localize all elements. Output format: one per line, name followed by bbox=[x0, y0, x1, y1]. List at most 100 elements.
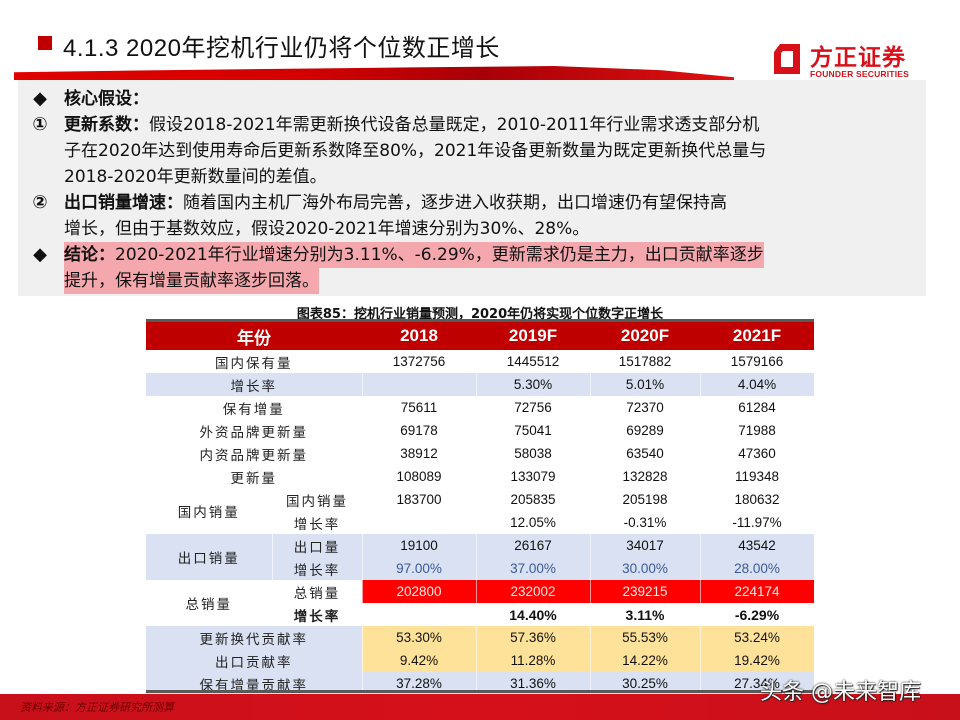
slide-title: 4.1.3 2020年挖机行业仍将个位数正增长 bbox=[63, 35, 500, 62]
row-label: 内资品牌更新量 bbox=[146, 442, 363, 465]
conclusion-line-1: 结论：2020-2021年行业增速分别为3.11%、-6.29%，更新需求仍是主… bbox=[64, 242, 764, 268]
cell: 75041 bbox=[476, 419, 591, 442]
group-label-total-sales: 总销量 bbox=[146, 580, 273, 626]
table-row: 总销量 总销量 202800 232002 239215 224174 bbox=[146, 580, 815, 626]
logo-english-name: FOUNDER SECURITIES bbox=[810, 69, 909, 79]
cell: 69178 bbox=[362, 419, 477, 442]
table-row: 增长率 12.05% -0.31% -11.97% bbox=[146, 511, 815, 534]
cell: 1372756 bbox=[362, 350, 477, 373]
row-label: 增长率 bbox=[272, 557, 363, 580]
row-label: 保有增量 bbox=[146, 396, 363, 419]
table-row: 出口销量 出口量 19100 26167 34017 43542 bbox=[146, 534, 815, 580]
table-row: 内资品牌更新量 38912 58038 63540 47360 bbox=[146, 442, 815, 465]
row-label: 增长率 bbox=[146, 373, 363, 396]
row-label: 出口贡献率 bbox=[146, 649, 363, 672]
table-row: 增长率 5.30% 5.01% 4.04% bbox=[146, 373, 815, 396]
cell: 19100 bbox=[362, 534, 477, 557]
cell: 47360 bbox=[700, 442, 815, 465]
cell: 224174 bbox=[700, 580, 815, 603]
table-caption: 图表85：挖机行业销量预测，2020年仍将实现个位数字正增长 bbox=[296, 307, 664, 322]
table-row: 出口贡献率 9.42% 11.28% 14.22% 19.42% bbox=[146, 649, 815, 672]
cell: 57.36% bbox=[476, 626, 591, 649]
cell: 180632 bbox=[700, 488, 815, 511]
header-year: 年份 bbox=[146, 322, 362, 350]
circled-two-icon: ② bbox=[32, 192, 48, 213]
cell: 72756 bbox=[476, 396, 591, 419]
cell: 53.30% bbox=[362, 626, 477, 649]
assumption-1-line-3: 2018-2020年更新数量间的差值。 bbox=[64, 167, 327, 187]
cell: 205835 bbox=[476, 488, 591, 511]
founder-logo-mark-icon bbox=[774, 44, 800, 74]
table-row: 增长率 97.00% 37.00% 30.00% 28.00% bbox=[146, 557, 815, 580]
table-row: 增长率 14.40% 3.11% -6.29% bbox=[146, 603, 815, 626]
assumption-1-label: 更新系数： bbox=[64, 115, 149, 135]
cell: 12.05% bbox=[476, 511, 591, 534]
cell: 1579166 bbox=[700, 350, 815, 373]
cell: 58038 bbox=[476, 442, 591, 465]
diamond-bullet-icon: ◆ bbox=[33, 244, 47, 265]
cell bbox=[362, 511, 477, 534]
cell: 9.42% bbox=[362, 649, 477, 672]
cell: 3.11% bbox=[590, 603, 701, 626]
table-row: 国内销量 国内销量 183700 205835 205198 180632 bbox=[146, 488, 815, 534]
cell: 205198 bbox=[590, 488, 701, 511]
cell: 72370 bbox=[590, 396, 701, 419]
cell: 71988 bbox=[700, 419, 815, 442]
row-label: 增长率 bbox=[272, 603, 363, 626]
group-label-domestic-sales: 国内销量 bbox=[146, 488, 273, 534]
cell: 232002 bbox=[476, 580, 591, 603]
cell: 27.34% bbox=[700, 672, 815, 695]
cell: 11.28% bbox=[476, 649, 591, 672]
cell: 31.36% bbox=[476, 672, 591, 695]
conclusion-line-2: 提升，保有增量贡献率逐步回落。 bbox=[64, 268, 319, 294]
slide-header: 4.1.3 2020年挖机行业仍将个位数正增长 方正证券 FOUNDER SEC… bbox=[0, 0, 960, 90]
assumption-2-line-1: 出口销量增速：随着国内主机厂海外布局完善，逐步进入收获期，出口增速仍有望保持高 bbox=[64, 190, 727, 216]
cell: 119348 bbox=[700, 465, 815, 488]
circled-one-icon: ① bbox=[32, 114, 48, 135]
cell: 132828 bbox=[590, 465, 701, 488]
row-label: 外资品牌更新量 bbox=[146, 419, 363, 442]
cell: -6.29% bbox=[700, 603, 815, 626]
cell: 30.00% bbox=[590, 557, 701, 580]
header-2020f: 2020F bbox=[590, 322, 700, 350]
logo-chinese-name: 方正证券 bbox=[810, 45, 906, 71]
cell: 26167 bbox=[476, 534, 591, 557]
slide-footer-bar: 资料来源：方正证券研究所测算 bbox=[0, 694, 960, 720]
row-label: 更新换代贡献率 bbox=[146, 626, 363, 649]
assumption-2-label: 出口销量增速： bbox=[64, 193, 183, 213]
conclusion-text: 2020-2021年行业增速分别为3.11%、-6.29%，更新需求仍是主力，出… bbox=[115, 245, 764, 265]
row-label: 国内保有量 bbox=[146, 350, 363, 373]
core-assumptions-panel: ◆ 核心假设： ① 更新系数：假设2018-2021年需更新换代设备总量既定，2… bbox=[18, 80, 926, 296]
cell: 108089 bbox=[362, 465, 477, 488]
cell: 5.30% bbox=[476, 373, 591, 396]
assumption-1-line-2: 子在2020年达到使用寿命后更新系数降至80%，2021年设备更新数量为既定更新… bbox=[64, 141, 767, 161]
cell: 63540 bbox=[590, 442, 701, 465]
header-2021f: 2021F bbox=[700, 322, 814, 350]
table-row: 外资品牌更新量 69178 75041 69289 71988 bbox=[146, 419, 815, 442]
watermark: 头条 @未来智库 bbox=[760, 680, 921, 705]
cell: 1445512 bbox=[476, 350, 591, 373]
cell: 53.24% bbox=[700, 626, 815, 649]
cell: 1517882 bbox=[590, 350, 701, 373]
cell: 239215 bbox=[590, 580, 701, 603]
row-label: 总销量 bbox=[272, 580, 363, 603]
data-source-note: 资料来源：方正证券研究所测算 bbox=[20, 701, 174, 714]
cell: 69289 bbox=[590, 419, 701, 442]
header-2019f: 2019F bbox=[476, 322, 590, 350]
cell: 14.22% bbox=[590, 649, 701, 672]
table-row: 更新换代贡献率 53.30% 57.36% 55.53% 53.24% bbox=[146, 626, 815, 649]
table-header-row: 年份 2018 2019F 2020F 2021F bbox=[146, 322, 814, 350]
cell: 19.42% bbox=[700, 649, 815, 672]
cell: 30.25% bbox=[590, 672, 701, 695]
cell: 37.00% bbox=[476, 557, 591, 580]
founder-securities-logo: 方正证券 FOUNDER SECURITIES bbox=[772, 38, 932, 84]
cell: -0.31% bbox=[590, 511, 701, 534]
assumption-1-line-1: 更新系数：假设2018-2021年需更新换代设备总量既定，2010-2011年行… bbox=[64, 112, 759, 138]
cell: 183700 bbox=[362, 488, 477, 511]
cell: 4.04% bbox=[700, 373, 815, 396]
row-label: 保有增量贡献率 bbox=[146, 672, 363, 695]
row-label: 增长率 bbox=[272, 511, 363, 534]
table-row: 更新量 108089 133079 132828 119348 bbox=[146, 465, 815, 488]
header-2018: 2018 bbox=[362, 322, 476, 350]
cell: -11.97% bbox=[700, 511, 815, 534]
